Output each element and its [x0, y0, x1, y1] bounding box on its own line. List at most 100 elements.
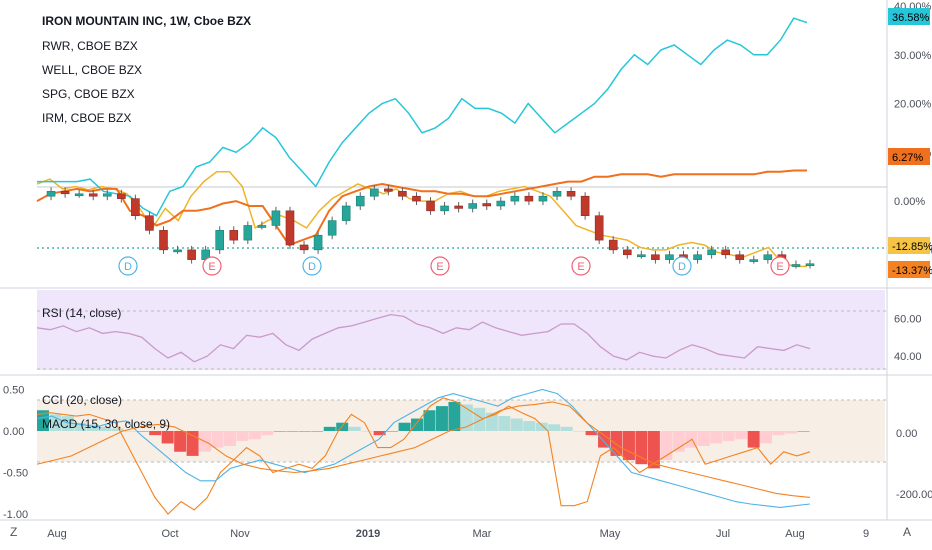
- event-marker[interactable]: [430, 256, 450, 276]
- macd-histogram-bar: [735, 431, 748, 440]
- macd-histogram-bar: [49, 414, 62, 431]
- price-pane[interactable]: [0, 0, 887, 288]
- macd-histogram-bar: [311, 431, 324, 432]
- macd-histogram-bar: [174, 431, 187, 452]
- time-axis-tick-label: Aug: [47, 528, 67, 540]
- candle: [693, 254, 702, 260]
- macd-histogram-bar: [124, 431, 137, 432]
- macd-histogram-bar: [710, 431, 723, 444]
- event-marker-label: D: [124, 261, 132, 273]
- macd-histogram-bar: [473, 407, 486, 431]
- macd-histogram-bar: [660, 431, 673, 461]
- rsi-axis-tick-label: 60.00: [894, 313, 922, 325]
- chart-title: IRON MOUNTAIN INC, 1W, Cboe BZX: [42, 14, 251, 28]
- macd-histogram-bar: [647, 431, 660, 469]
- event-marker-label: D: [678, 261, 686, 273]
- candle: [468, 203, 477, 209]
- candle: [257, 225, 267, 228]
- macd-histogram-bar: [248, 431, 261, 440]
- macd-histogram-bar: [298, 431, 311, 432]
- macd-histogram-bar: [236, 431, 249, 441]
- candle: [482, 203, 492, 207]
- price-axis-tick-label: 30.00%: [894, 50, 932, 62]
- candle: [243, 225, 253, 241]
- rsi-line: [36, 313, 811, 363]
- macd-histogram-bar: [186, 431, 199, 456]
- macd-histogram-bar: [485, 412, 498, 431]
- legend-item-well[interactable]: WELL, CBOE BZX: [42, 63, 142, 77]
- indicator-left-tick-label: 0.50: [3, 385, 24, 397]
- macd-histogram-bar: [161, 431, 174, 444]
- event-marker[interactable]: [672, 256, 692, 276]
- candle: [173, 249, 182, 253]
- candle: [229, 230, 239, 241]
- candle: [566, 191, 576, 197]
- candle: [426, 200, 435, 212]
- macd-histogram-bar: [523, 421, 536, 431]
- candle: [608, 239, 618, 251]
- macd-histogram-bar: [460, 404, 473, 431]
- time-axis-tick-label: Jul: [716, 528, 730, 540]
- macd-histogram-bar: [560, 426, 573, 431]
- macd-histogram-bar: [386, 431, 399, 432]
- candle: [721, 249, 730, 256]
- macd-histogram-bar: [286, 431, 299, 432]
- legend-item-spg[interactable]: SPG, CBOE BZX: [42, 87, 135, 101]
- candle: [88, 193, 98, 197]
- timezone-button[interactable]: Z: [10, 525, 17, 539]
- macd-histogram-bar: [261, 431, 274, 436]
- event-marker[interactable]: [118, 256, 138, 276]
- macd-histogram-bar: [398, 422, 411, 431]
- macd-histogram-bar: [99, 426, 112, 431]
- time-axis-tick-label: May: [600, 528, 621, 540]
- last-value-label: 36.58%: [892, 12, 930, 24]
- series-line-well: [37, 17, 808, 217]
- macd-histogram-bar: [672, 431, 685, 452]
- candle: [665, 254, 674, 260]
- candle: [341, 205, 351, 221]
- event-marker-label: E: [776, 261, 783, 273]
- macd-histogram-bar: [548, 424, 561, 431]
- time-axis-tick-label: Aug: [785, 528, 805, 540]
- macd-label[interactable]: MACD (15, 30, close, 9): [42, 417, 170, 431]
- last-value-label: -13.37%: [892, 265, 932, 277]
- time-axis-tick-label: Nov: [230, 528, 250, 540]
- rsi-band-fill: [37, 290, 885, 370]
- legend-item-rwr[interactable]: RWR, CBOE BZX: [42, 39, 138, 53]
- macd-histogram-bar: [86, 424, 99, 431]
- macd-histogram-bar: [323, 426, 336, 431]
- macd-histogram-bar: [573, 431, 586, 432]
- macd-histogram-bar: [797, 431, 810, 432]
- legend-item-irm[interactable]: IRM, CBOE BZX: [42, 111, 131, 125]
- cci-line: [36, 397, 811, 515]
- candle: [496, 200, 506, 207]
- event-marker[interactable]: [770, 256, 790, 276]
- candle: [735, 254, 745, 260]
- price-axis-tick-label: 20.00%: [894, 99, 932, 111]
- indicator-right-tick-label: 0.00: [896, 428, 917, 440]
- series-line-spg: [36, 169, 807, 247]
- macd-histogram-bar: [373, 431, 386, 436]
- candle: [370, 188, 379, 197]
- candle: [131, 198, 140, 217]
- candle: [299, 244, 309, 251]
- candle: [749, 259, 759, 262]
- candle: [398, 191, 407, 197]
- candle: [622, 249, 632, 256]
- macd-signal-line: [36, 401, 811, 498]
- macd-histogram-bar: [772, 431, 785, 436]
- cci-label[interactable]: CCI (20, close): [42, 393, 122, 407]
- auto-scale-button[interactable]: A: [903, 525, 911, 539]
- time-axis-tick-label: 9: [863, 528, 869, 540]
- macd-histogram-bar: [435, 406, 448, 431]
- candle: [763, 254, 773, 260]
- macd-histogram-bar: [361, 431, 374, 432]
- rsi-label[interactable]: RSI (14, close): [42, 306, 121, 320]
- candle: [552, 191, 562, 197]
- candle: [271, 210, 281, 226]
- event-marker[interactable]: [202, 256, 222, 276]
- macd-histogram-bar: [585, 431, 598, 436]
- event-marker[interactable]: [302, 256, 322, 276]
- event-marker[interactable]: [571, 256, 591, 276]
